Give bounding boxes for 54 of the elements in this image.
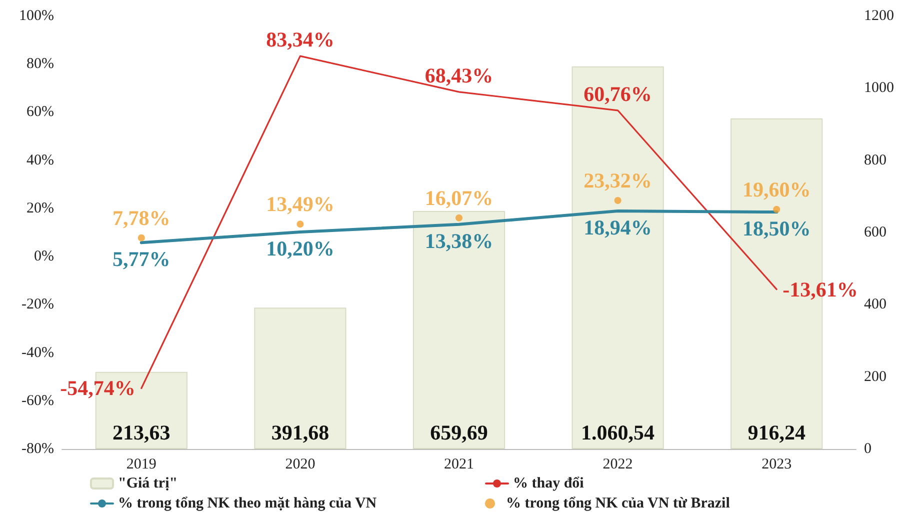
- data-label: -54,74%: [60, 376, 136, 400]
- legend-label: % trong tổng NK theo mặt hàng của VN: [118, 496, 377, 512]
- data-label: 23,32%: [584, 168, 652, 192]
- data-label: 13,38%: [424, 228, 494, 253]
- y-tick-label: 80%: [26, 56, 54, 72]
- y-tick-label: 0%: [34, 248, 54, 265]
- data-label: 19,60%: [742, 177, 811, 202]
- y-tick-label: 40%: [26, 152, 54, 168]
- data-label: 60,76%: [584, 82, 652, 106]
- bar: [412, 210, 506, 449]
- data-label: 16,07%: [424, 186, 494, 210]
- data-label: -13,61%: [782, 277, 858, 302]
- data-label: 83,34%: [266, 28, 334, 52]
- point: [614, 196, 622, 204]
- data-label: 5,77%: [112, 247, 170, 272]
- data-label: 916,24: [748, 420, 806, 444]
- bar: [572, 66, 664, 449]
- data-label: 68,43%: [424, 63, 494, 88]
- bar: [254, 308, 346, 449]
- y-tick-label: -40%: [22, 344, 54, 361]
- x-tick-label: 2023: [762, 456, 792, 472]
- data-label: 13,49%: [266, 192, 334, 216]
- x-tick-label: 2021: [444, 456, 474, 472]
- y2-tick-label: 200: [864, 368, 886, 385]
- y2-tick-label: 0: [864, 441, 872, 457]
- point: [456, 214, 462, 222]
- y-tick-label: 20%: [26, 200, 54, 216]
- x-tick-label: 2022: [602, 456, 633, 472]
- data-label: 1.060,54: [581, 420, 656, 444]
- y-tick-label: 60%: [26, 104, 54, 120]
- legend-label: % thay đổi: [513, 476, 584, 492]
- y2-tick-label: 1000: [864, 80, 894, 96]
- point: [296, 220, 304, 228]
- y2-tick-label: 1200: [864, 8, 894, 24]
- y2-tick-label: 800: [864, 152, 886, 168]
- y2-tick-label: 400: [864, 296, 886, 313]
- data-label: 659,69: [430, 420, 488, 444]
- data-label: 7,78%: [112, 206, 170, 230]
- point: [138, 234, 145, 242]
- y-tick-label: -20%: [22, 296, 54, 313]
- data-label: 18,94%: [584, 215, 652, 240]
- data-label: 10,20%: [266, 236, 334, 261]
- y-tick-label: 100%: [19, 8, 54, 24]
- data-label: 391,68: [271, 420, 330, 444]
- point: [773, 206, 780, 213]
- y-tick-label: -60%: [22, 392, 54, 409]
- y2-tick-label: 600: [864, 224, 886, 240]
- data-label: 213,63: [112, 420, 170, 444]
- legend-label: % trong tổng NK của VN từ Brazil: [506, 496, 730, 512]
- legend-label: "Giá trị": [118, 476, 178, 492]
- data-label: 18,50%: [742, 216, 811, 241]
- x-tick-label: 2020: [285, 456, 316, 472]
- x-tick-label: 2019: [126, 456, 156, 472]
- y-tick-label: -80%: [22, 441, 54, 457]
